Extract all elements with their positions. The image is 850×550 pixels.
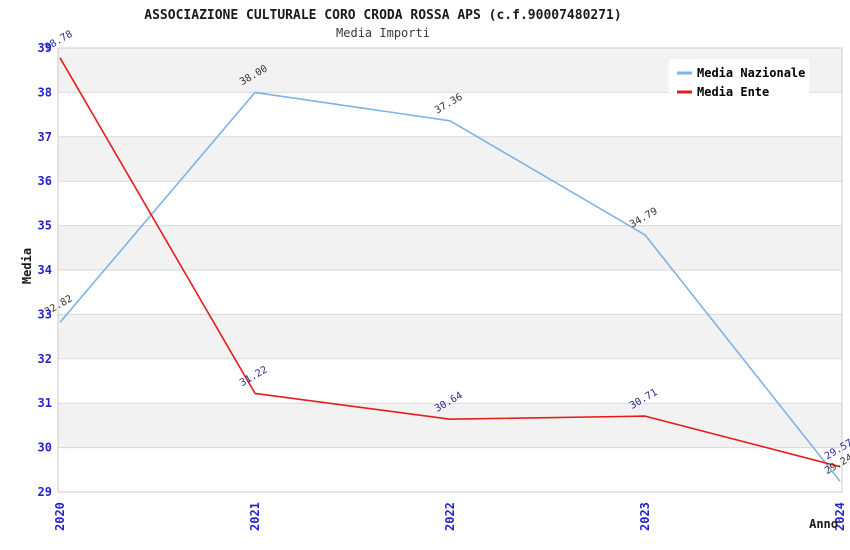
plot-band	[58, 136, 842, 182]
plot-band	[58, 92, 842, 137]
plot-band	[58, 403, 842, 448]
plot-band	[58, 270, 842, 315]
y-tick-label: 32	[38, 352, 52, 366]
chart-subtitle: Media Importi	[336, 26, 430, 40]
x-axis-tick-labels: 2020 2021 2022 2023 2024	[53, 502, 847, 531]
series-line-media-ente	[59, 57, 841, 468]
y-tick-label: 31	[38, 396, 52, 410]
y-tick-label: 30	[38, 441, 52, 455]
y-tick-label: 33	[38, 307, 52, 321]
plot-bands	[58, 48, 842, 492]
plot-area-border	[57, 47, 843, 493]
x-tick-label: 2022	[443, 502, 457, 531]
chart-title: ASSOCIAZIONE CULTURALE CORO CRODA ROSSA …	[144, 8, 621, 23]
legend-label: Media Ente	[697, 85, 769, 99]
legend-background	[669, 59, 809, 99]
y-tick-label: 37	[38, 130, 52, 144]
y-tick-label: 29	[38, 485, 52, 499]
plot-band	[58, 314, 842, 359]
y-tick-label: 36	[38, 174, 52, 188]
series-lines	[59, 57, 841, 482]
series-line-media-nazionale	[59, 91, 841, 482]
plot-band	[58, 447, 842, 492]
x-tick-label: 2021	[248, 502, 262, 531]
y-tick-label: 39	[38, 41, 52, 55]
plot-band	[58, 225, 842, 270]
x-tick-label: 2020	[53, 502, 67, 531]
legend: Media Nazionale Media Ente	[669, 59, 809, 99]
y-tick-label: 34	[38, 263, 52, 277]
y-tick-label: 38	[38, 85, 52, 99]
legend-label: Media Nazionale	[697, 66, 805, 80]
plot-band	[58, 181, 842, 226]
y-axis-title: Media	[20, 248, 34, 284]
x-tick-label: 2023	[638, 502, 652, 531]
x-axis-title: Anno	[809, 517, 838, 531]
plot-band	[58, 358, 842, 404]
y-axis-tick-labels: 29 30 31 32 33 34 35 36 37 38 39	[38, 41, 52, 499]
y-tick-label: 35	[38, 219, 52, 233]
x-tick-label: 2024	[833, 502, 847, 531]
